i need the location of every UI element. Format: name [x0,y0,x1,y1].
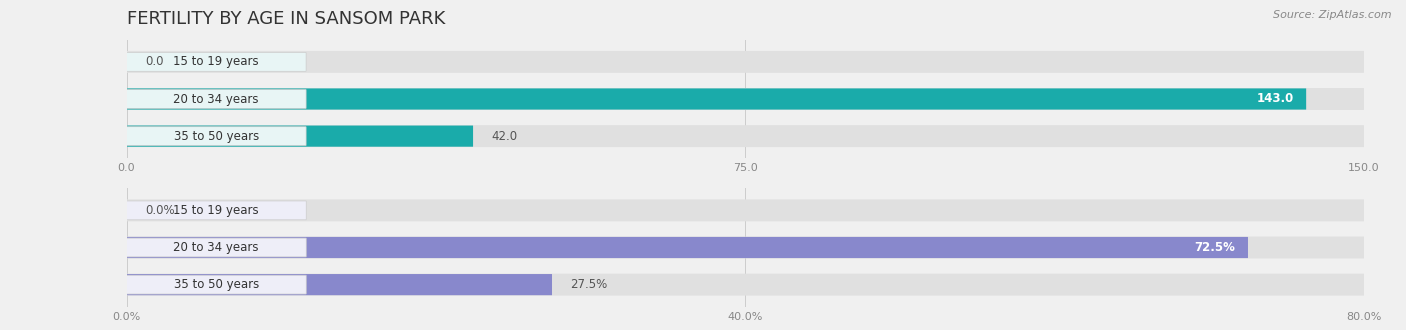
FancyBboxPatch shape [127,274,553,295]
FancyBboxPatch shape [127,125,472,147]
Text: 35 to 50 years: 35 to 50 years [173,278,259,291]
Text: 15 to 19 years: 15 to 19 years [173,204,259,217]
FancyBboxPatch shape [127,51,1364,73]
Text: 72.5%: 72.5% [1195,241,1236,254]
FancyBboxPatch shape [127,274,1364,296]
FancyBboxPatch shape [127,237,1364,258]
Text: 20 to 34 years: 20 to 34 years [173,241,259,254]
Text: 27.5%: 27.5% [571,278,607,291]
Text: 35 to 50 years: 35 to 50 years [173,130,259,143]
Text: 42.0: 42.0 [492,130,517,143]
FancyBboxPatch shape [127,275,307,294]
FancyBboxPatch shape [127,127,307,146]
FancyBboxPatch shape [127,88,1364,110]
FancyBboxPatch shape [127,238,307,257]
FancyBboxPatch shape [127,201,307,220]
Text: 0.0: 0.0 [145,55,163,68]
FancyBboxPatch shape [127,237,1249,258]
FancyBboxPatch shape [127,89,307,109]
Text: 20 to 34 years: 20 to 34 years [173,92,259,106]
FancyBboxPatch shape [127,52,307,71]
Text: 0.0%: 0.0% [145,204,174,217]
FancyBboxPatch shape [127,88,1306,110]
FancyBboxPatch shape [127,125,1364,147]
Text: 15 to 19 years: 15 to 19 years [173,55,259,68]
Text: FERTILITY BY AGE IN SANSOM PARK: FERTILITY BY AGE IN SANSOM PARK [127,10,444,28]
Text: Source: ZipAtlas.com: Source: ZipAtlas.com [1274,10,1392,20]
Text: 143.0: 143.0 [1257,92,1294,106]
FancyBboxPatch shape [127,199,1364,221]
